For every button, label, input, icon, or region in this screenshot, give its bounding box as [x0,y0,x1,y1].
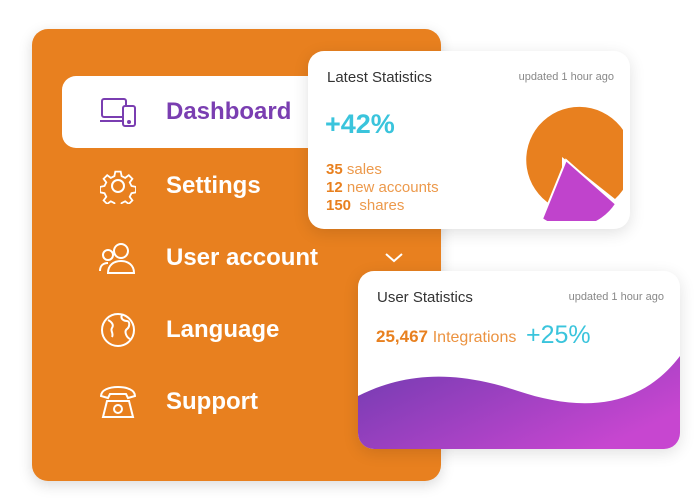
menu-item-label: Language [166,316,280,343]
users-icon [98,238,138,278]
stat-label: shares [359,197,405,214]
devices-icon [98,92,138,132]
stat-value: 35 [326,161,343,178]
pie-slice-orange [526,106,623,210]
menu-item-label: Support [166,388,258,415]
chevron-down-icon[interactable] [385,250,403,268]
pie-slice-purple [540,158,618,221]
stat-value: 12 [326,179,343,196]
change-percent: +42% [325,109,395,139]
wave-graphic [358,356,680,449]
menu-item-support[interactable]: Support [62,366,322,438]
pie-chart [526,106,623,221]
menu-item-label: Dashboard [166,98,292,125]
updated-text: updated 1 hour ago [518,71,614,83]
stats-list: 35 sales 12 new accounts 150 shares [326,161,439,215]
menu-item-label: User account [166,244,319,271]
menu-item-user-account[interactable]: User account [62,222,322,294]
gear-icon [98,166,138,206]
card-title: User Statistics [377,289,473,306]
stat-value: 150 [326,197,352,214]
integrations-stat: 25,467 Integrations [376,327,516,347]
stat-sales: 35 sales [326,161,439,179]
updated-text: updated 1 hour ago [568,291,664,303]
menu-item-settings[interactable]: Settings [62,150,322,222]
user-statistics-card: User Statistics updated 1 hour ago 25,46… [358,271,680,449]
integrations-value: 25,467 [376,327,428,346]
card-title: Latest Statistics [327,69,433,86]
phone-icon [98,382,138,422]
stat-shares: 150 shares [326,197,439,215]
globe-icon [98,310,138,350]
integrations-label: Integrations [432,329,517,346]
latest-statistics-card: Latest Statistics updated 1 hour ago +42… [308,51,630,229]
stat-label: new accounts [346,179,439,196]
menu-item-dashboard[interactable]: Dashboard [62,76,312,148]
menu-item-language[interactable]: Language [62,294,322,366]
stat-accounts: 12 new accounts [326,179,439,197]
menu-item-label: Settings [166,172,261,199]
stat-label: sales [346,161,382,178]
change-percent: +25% [526,321,591,349]
